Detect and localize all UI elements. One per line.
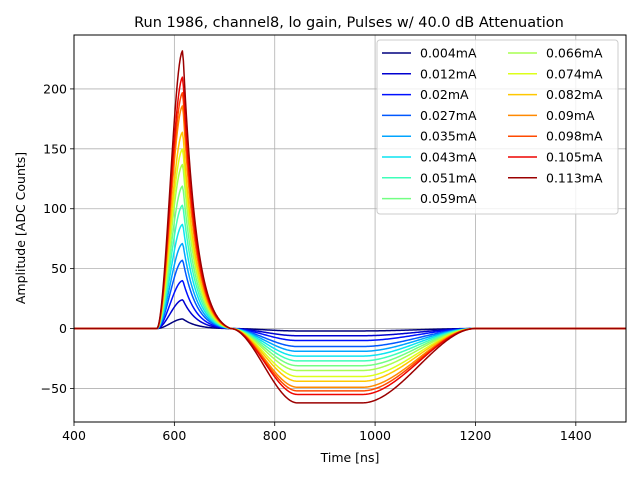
legend-label: 0.066mA — [546, 46, 603, 61]
series-line — [74, 259, 626, 348]
y-tick-label: 150 — [43, 141, 67, 156]
y-tick-label: 50 — [51, 261, 67, 276]
legend-label: 0.113mA — [546, 170, 603, 185]
x-tick-label: 400 — [62, 428, 86, 443]
y-tick-label: 100 — [43, 201, 67, 216]
series-line — [74, 50, 626, 404]
axis-ticks: 400 600 800 1000 1200 1400 −50 0 50 100 150 200 — [41, 81, 592, 443]
legend-label: 0.09mA — [546, 108, 595, 123]
chart-title: Run 1986, channel8, lo gain, Pulses w/ 4… — [134, 15, 564, 31]
x-tick-label: 1200 — [460, 428, 492, 443]
legend-label: 0.035mA — [420, 129, 477, 144]
legend-label: 0.082mA — [546, 87, 603, 102]
legend-label: 0.02mA — [420, 87, 469, 102]
legend-label: 0.098mA — [546, 129, 603, 144]
x-tick-label: 1000 — [359, 428, 391, 443]
legend-label: 0.043mA — [420, 150, 477, 165]
legend-label: 0.051mA — [420, 170, 477, 185]
y-tick-label: 0 — [59, 321, 67, 336]
series-group — [74, 50, 626, 404]
y-tick-label: −50 — [41, 381, 67, 396]
legend-box — [376, 39, 619, 215]
legend-label: 0.027mA — [420, 108, 477, 123]
x-axis-label: Time [ns] — [320, 450, 380, 465]
x-tick-label: 1400 — [560, 428, 592, 443]
y-axis-label: Amplitude [ADC Counts] — [13, 152, 28, 304]
legend-label: 0.012mA — [420, 66, 477, 81]
series-line — [74, 204, 626, 362]
legend-label: 0.059mA — [420, 191, 477, 206]
legend-label: 0.004mA — [420, 46, 477, 61]
legend-label: 0.105mA — [546, 150, 603, 165]
x-tick-label: 600 — [162, 428, 186, 443]
y-tick-label: 200 — [43, 81, 67, 96]
x-tick-label: 800 — [263, 428, 287, 443]
legend-label: 0.074mA — [546, 66, 603, 81]
plot-frame — [73, 34, 627, 423]
legend: 0.004mA 0.012mA 0.02mA 0.027mA 0.035mA 0.043m… — [376, 39, 619, 215]
